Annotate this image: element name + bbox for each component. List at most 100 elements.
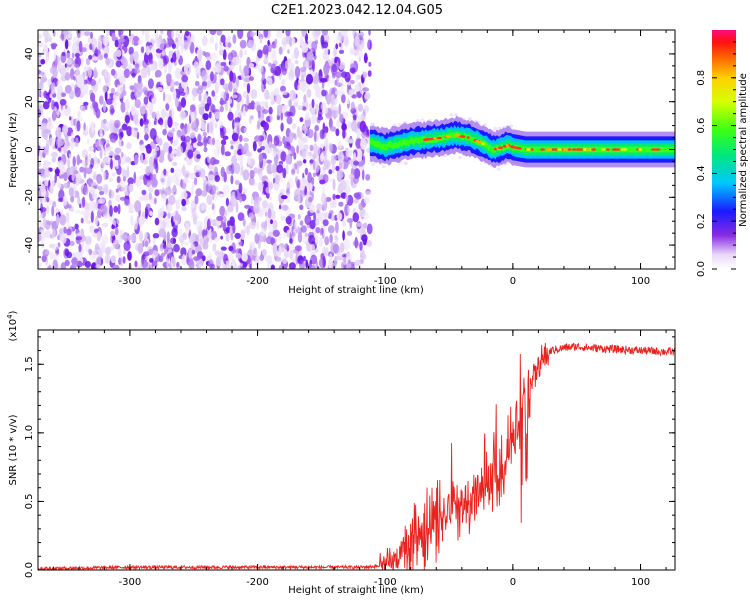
heatmap-cell xyxy=(113,205,119,213)
heatmap-cell xyxy=(109,150,114,156)
heatmap-cell xyxy=(453,112,458,117)
heatmap-cell xyxy=(286,116,293,125)
heatmap-cell xyxy=(185,135,191,143)
heatmap-cell xyxy=(268,141,273,149)
heatmap-layer xyxy=(38,30,675,269)
heatmap-cell xyxy=(319,179,326,185)
heatmap-cell xyxy=(331,108,339,119)
heatmap-cell xyxy=(338,182,344,194)
heatmap-cell xyxy=(280,151,287,162)
heatmap-cell xyxy=(246,94,250,106)
heatmap-cell xyxy=(354,84,360,92)
heatmap-cell xyxy=(118,247,122,258)
heatmap-cell xyxy=(282,43,286,51)
heatmap-cell xyxy=(166,258,169,269)
heatmap-cell xyxy=(189,235,193,244)
heatmap-cell xyxy=(191,243,195,250)
heatmap-cell xyxy=(73,63,80,68)
heatmap-cell xyxy=(206,218,211,231)
heatmap-cell xyxy=(310,115,316,125)
heatmap-cell xyxy=(88,200,96,212)
heatmap-cell xyxy=(329,253,333,262)
heatmap-cell xyxy=(120,256,123,267)
heatmap-cell xyxy=(172,237,177,244)
heatmap-cell xyxy=(270,264,275,269)
heatmap-cell xyxy=(114,147,122,154)
heatmap-cell xyxy=(161,50,166,56)
heatmap-cell xyxy=(46,121,54,130)
heatmap-cell xyxy=(38,33,43,40)
heatmap-cell xyxy=(206,194,213,206)
figure-title: C2E1.2023.042.12.04.G05 xyxy=(271,3,443,18)
heatmap-cell xyxy=(220,62,227,67)
heatmap-cell xyxy=(328,117,333,129)
heatmap-cell xyxy=(299,67,307,72)
heatmap-cell xyxy=(339,113,344,123)
heatmap-cell xyxy=(66,251,73,259)
heatmap-cell xyxy=(276,30,282,39)
heatmap-cell xyxy=(262,44,269,56)
heatmap-cell xyxy=(151,260,158,269)
heatmap-cell xyxy=(340,79,344,90)
signal-hotspot xyxy=(650,148,657,151)
heatmap-cell xyxy=(157,208,164,219)
heatmap-cell xyxy=(196,141,204,147)
heatmap-cell xyxy=(59,214,67,226)
heatmap-cell xyxy=(301,74,305,83)
heatmap-cell xyxy=(62,124,69,135)
heatmap-cell xyxy=(328,169,333,175)
heatmap-cell xyxy=(335,221,339,234)
heatmap-cell xyxy=(286,181,291,193)
heatmap-cell xyxy=(311,98,315,109)
heatmap-cell xyxy=(214,63,222,73)
heatmap-cell xyxy=(188,172,196,180)
heatmap-cell xyxy=(370,162,375,166)
heatmap-cell xyxy=(242,169,250,181)
heatmap-cell xyxy=(60,92,66,98)
heatmap-cell xyxy=(227,205,234,213)
heatmap-cell xyxy=(248,63,255,68)
heatmap-cell xyxy=(39,149,43,162)
heatmap-cell xyxy=(346,252,353,262)
heatmap-cell xyxy=(294,60,299,64)
heatmap-cell xyxy=(347,139,355,144)
heatmap-cell xyxy=(254,255,260,266)
heatmap-cell xyxy=(122,256,126,264)
heatmap-cell xyxy=(354,193,361,201)
heatmap-cell xyxy=(381,165,386,169)
heatmap-cell xyxy=(205,60,212,71)
heatmap-cell xyxy=(53,253,59,261)
heatmap-cell xyxy=(247,39,255,49)
heatmap-cell xyxy=(198,168,206,178)
heatmap-cell xyxy=(97,53,104,61)
heatmap-cell xyxy=(298,130,303,140)
heatmap-cell xyxy=(202,242,209,250)
heatmap-cell xyxy=(115,91,123,100)
heatmap-cell xyxy=(218,49,224,56)
heatmap-cell xyxy=(312,60,315,72)
heatmap-cell xyxy=(66,228,72,236)
heatmap-cell xyxy=(174,199,180,204)
heatmap-cell xyxy=(158,137,163,146)
heatmap-cell xyxy=(284,60,290,70)
heatmap-cell xyxy=(238,182,243,194)
heatmap-cell xyxy=(360,159,366,166)
heatmap-cell xyxy=(361,249,365,259)
heatmap-cell xyxy=(253,203,261,214)
heatmap-cell xyxy=(331,163,335,174)
heatmap-cell xyxy=(50,179,55,190)
heatmap-cell xyxy=(84,235,92,245)
heatmap-cell xyxy=(105,30,111,37)
heatmap-cell xyxy=(49,66,56,74)
heatmap-cell xyxy=(231,259,236,268)
heatmap-cell xyxy=(191,34,195,44)
heatmap-cell xyxy=(314,234,319,246)
heatmap-cell xyxy=(81,57,84,66)
heatmap-cell xyxy=(60,209,64,216)
heatmap-cell xyxy=(85,68,89,78)
heatmap-cell xyxy=(107,72,112,83)
heatmap-cell xyxy=(122,35,130,48)
heatmap-cell xyxy=(311,31,315,37)
heatmap-cell xyxy=(230,232,234,241)
signal-hotspot xyxy=(453,134,461,137)
